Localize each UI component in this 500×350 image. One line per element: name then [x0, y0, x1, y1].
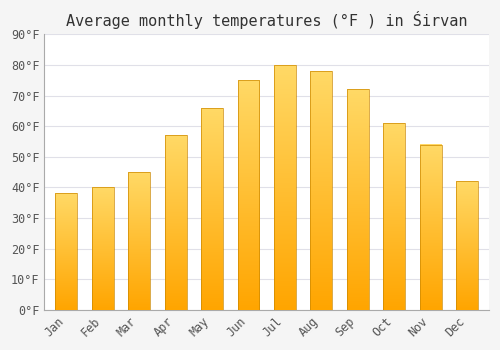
Bar	[456, 181, 478, 310]
Bar	[92, 187, 114, 310]
Bar	[310, 71, 332, 310]
Bar	[201, 108, 223, 310]
Bar	[238, 80, 260, 310]
Bar	[347, 90, 368, 310]
Title: Average monthly temperatures (°F ) in Śirvan: Average monthly temperatures (°F ) in Śi…	[66, 11, 468, 29]
Bar	[420, 145, 442, 310]
Bar	[56, 194, 78, 310]
Bar	[383, 123, 405, 310]
Bar	[128, 172, 150, 310]
Bar	[274, 65, 296, 310]
Bar	[164, 135, 186, 310]
